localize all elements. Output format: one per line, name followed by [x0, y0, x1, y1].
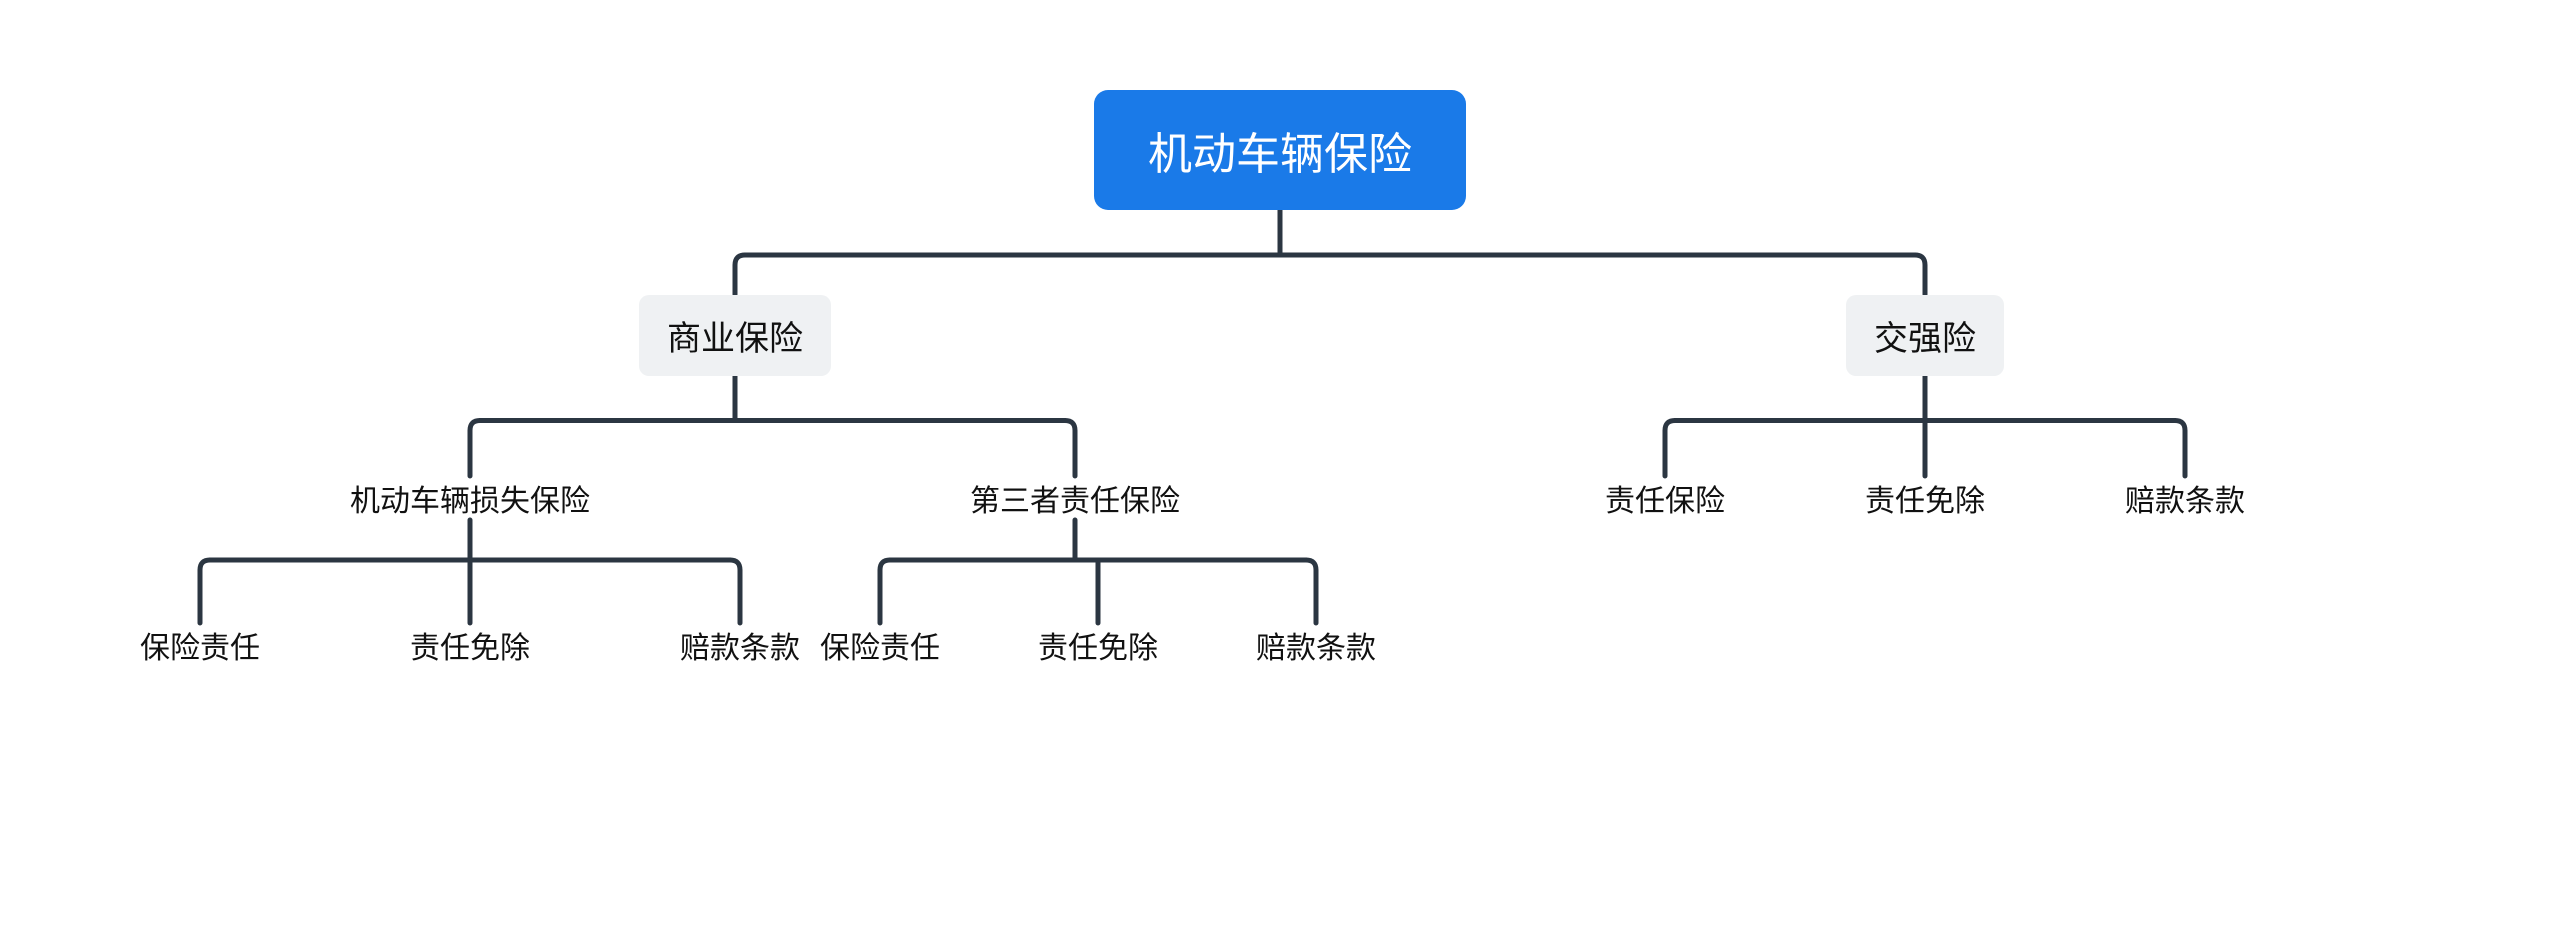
node-root: 机动车辆保险 [1094, 90, 1466, 210]
node-third-exclusion: 责任免除 [1038, 623, 1158, 667]
node-label: 保险责任 [140, 632, 260, 665]
node-vehicle-loss-insurance: 机动车辆损失保险 [350, 476, 590, 520]
node-label: 责任免除 [1038, 632, 1158, 665]
node-label: 商业保险 [667, 320, 803, 358]
node-loss-indemnity: 赔款条款 [680, 623, 800, 667]
node-comp-liability: 责任保险 [1605, 476, 1725, 520]
node-comp-exclusion: 责任免除 [1865, 476, 1985, 520]
node-label: 责任免除 [1865, 485, 1985, 518]
node-loss-exclusion: 责任免除 [410, 623, 530, 667]
node-label: 责任免除 [410, 632, 530, 665]
node-label: 交强险 [1874, 320, 1976, 358]
node-compulsory-insurance: 交强险 [1846, 295, 2004, 376]
node-label: 责任保险 [1605, 485, 1725, 518]
node-third-liability: 保险责任 [820, 623, 940, 667]
node-label: 赔款条款 [680, 632, 800, 665]
node-comp-indemnity: 赔款条款 [2125, 476, 2245, 520]
node-label: 赔款条款 [2125, 485, 2245, 518]
node-loss-liability: 保险责任 [140, 623, 260, 667]
node-label: 保险责任 [820, 632, 940, 665]
node-third-indemnity: 赔款条款 [1256, 623, 1376, 667]
node-root-label: 机动车辆保险 [1148, 130, 1412, 179]
node-commercial-insurance: 商业保险 [639, 295, 831, 376]
node-label: 第三者责任保险 [970, 485, 1180, 518]
node-third-party-liability: 第三者责任保险 [970, 476, 1180, 520]
node-label: 赔款条款 [1256, 632, 1376, 665]
node-label: 机动车辆损失保险 [350, 485, 590, 518]
